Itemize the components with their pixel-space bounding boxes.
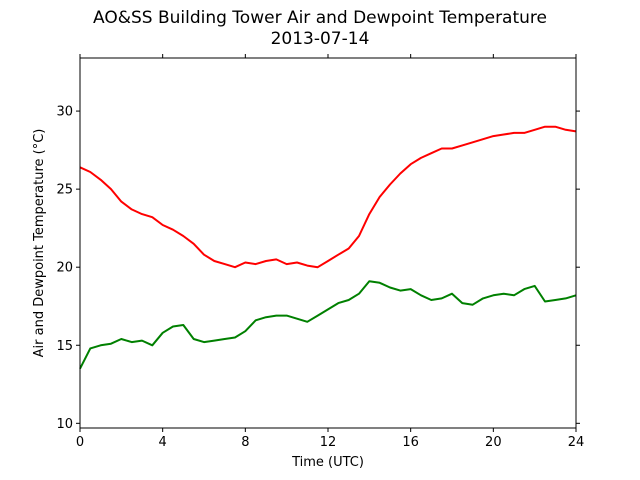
- y-tick-label: 15: [56, 339, 73, 354]
- y-tick-label: 25: [56, 183, 73, 198]
- plot-frame: [79, 57, 577, 429]
- x-tick-label: 0: [76, 435, 84, 450]
- x-tick-label: 20: [485, 435, 502, 450]
- y-tick-label: 20: [56, 261, 73, 276]
- y-axis-label: Air and Dewpoint Temperature (°C): [32, 129, 47, 358]
- tick-layer: 0 4 8 12 16 20 24 10 15 20 25 30: [56, 54, 584, 450]
- x-tick-label: 12: [320, 435, 337, 450]
- series-line-1: [79, 125, 577, 269]
- x-axis-label: Time (UTC): [291, 455, 364, 470]
- chart-subtitle: 2013-07-14: [270, 29, 370, 49]
- x-tick-label: 16: [402, 435, 419, 450]
- series-layer: [79, 125, 577, 370]
- x-tick-label: 8: [241, 435, 249, 450]
- x-tick-label: 24: [568, 435, 585, 450]
- chart-title: AO&SS Building Tower Air and Dewpoint Te…: [92, 8, 547, 28]
- y-tick-label: 30: [56, 105, 73, 120]
- y-tick-label: 10: [56, 417, 73, 432]
- series-line-2: [79, 280, 577, 370]
- x-tick-label: 4: [159, 435, 167, 450]
